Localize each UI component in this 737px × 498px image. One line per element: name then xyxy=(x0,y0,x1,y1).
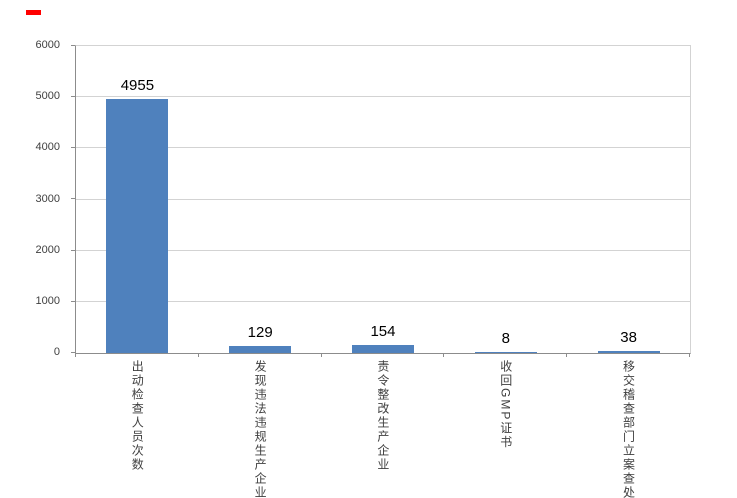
y-tick-mark xyxy=(71,45,75,46)
data-label: 154 xyxy=(370,323,396,341)
x-tick-mark xyxy=(443,353,444,357)
y-tick-label: 2000 xyxy=(35,243,60,256)
gridline xyxy=(76,300,690,302)
data-label: 8 xyxy=(501,330,510,347)
bar xyxy=(229,346,292,353)
gridline xyxy=(76,249,690,251)
bar xyxy=(106,99,169,353)
x-axis-label: 责令整改生产企业 xyxy=(375,360,390,472)
x-axis-labels: 出动检查人员次数 发现违法违规生产企业 责令整改生产企业 收回GMP证书 移交稽查部门立… xyxy=(75,360,689,498)
y-tick-mark xyxy=(71,250,75,251)
bar xyxy=(597,351,660,353)
y-tick-label: 1000 xyxy=(35,294,60,307)
bar-slot: 38 xyxy=(567,46,690,353)
x-label-slot: 责令整改生产企业 xyxy=(321,360,444,472)
bar-slot: 129 xyxy=(199,46,322,353)
x-label-slot: 出动检查人员次数 xyxy=(75,360,198,472)
gridline xyxy=(76,147,690,149)
x-tick-mark xyxy=(198,353,199,357)
y-tick-mark xyxy=(71,147,75,148)
bar xyxy=(351,345,414,353)
x-label-slot: 发现违法违规生产企业 xyxy=(198,360,321,498)
gridline xyxy=(76,96,690,98)
bar-slot: 4955 xyxy=(76,46,199,353)
x-axis-label: 发现违法违规生产企业 xyxy=(253,360,268,498)
red-mark-icon xyxy=(26,10,41,15)
x-tick-mark xyxy=(566,353,567,357)
x-axis-label: 移交稽查部门立案查处 xyxy=(621,360,636,498)
gridline xyxy=(76,198,690,200)
y-axis: 0 1000 2000 3000 4000 5000 6000 xyxy=(0,39,70,358)
y-tick-label: 6000 xyxy=(35,39,60,51)
x-tick-mark xyxy=(75,353,76,357)
x-label-slot: 移交稽查部门立案查处 xyxy=(566,360,689,498)
y-tick-label: 0 xyxy=(53,346,60,358)
x-label-slot: 收回GMP证书 xyxy=(443,360,566,449)
y-tick-label: 5000 xyxy=(35,90,60,103)
data-label: 4955 xyxy=(120,77,155,95)
y-tick-label: 3000 xyxy=(35,192,60,205)
y-tick-mark xyxy=(71,301,75,302)
bar-slot: 8 xyxy=(444,46,567,353)
plot-area: 4955 129 154 8 38 xyxy=(75,45,691,354)
bar-slot: 154 xyxy=(322,46,445,353)
y-tick-mark xyxy=(71,96,75,97)
x-tick-mark xyxy=(689,353,690,357)
data-label: 129 xyxy=(247,324,273,342)
y-tick-label: 4000 xyxy=(35,141,60,154)
x-axis-label: 出动检查人员次数 xyxy=(130,360,145,472)
y-tick-mark xyxy=(71,352,75,353)
data-label: 38 xyxy=(620,329,637,347)
bar xyxy=(474,352,537,353)
x-axis-label: 收回GMP证书 xyxy=(498,360,513,450)
x-tick-mark xyxy=(321,353,322,357)
y-tick-mark xyxy=(71,198,75,199)
